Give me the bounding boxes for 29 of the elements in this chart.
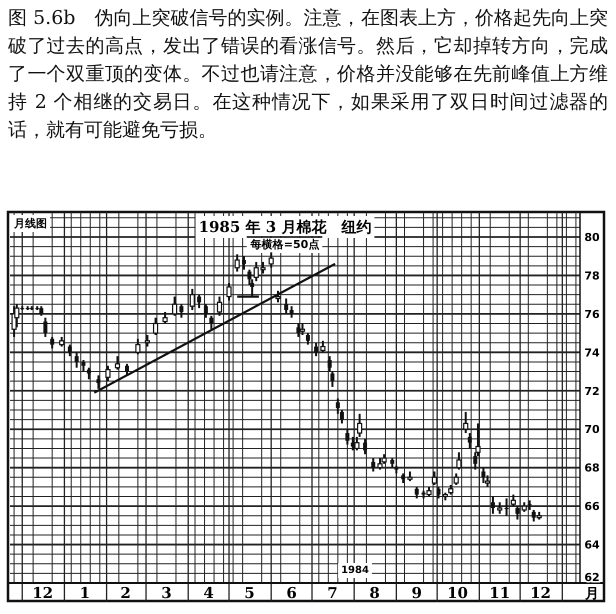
x-tick-label: 10	[447, 584, 468, 602]
x-tick-label: 1	[80, 584, 90, 602]
x-tick-label: 11	[489, 584, 510, 602]
y-tick-label: 68	[584, 462, 600, 475]
text: 1985 年 3 月棉花 纽约	[198, 218, 372, 236]
annotation: 1984	[341, 565, 369, 576]
x-tick-label: 12	[530, 584, 551, 602]
chart-title: 图 5.6b 伪向上突破信号的实例。注意，在图表上方，价格起先向上突破了过去的高点，发出了错误的看涨信号。然后，它却掉转方向，完成了一个双重顶的变体。不过也请注意，价格并没能够在先前峰值上方维持 2 个相继的交易日。在这种情况下，如果采用了双日时间过滤器的话，就有可能避免亏损。	[8, 6, 608, 143]
x-tick-label: 7	[327, 584, 338, 602]
x-tick-label: 12	[32, 584, 54, 602]
x-axis-title: 月	[584, 586, 599, 602]
y-tick-label: 64	[584, 538, 600, 552]
y-tick-label: 74	[584, 346, 600, 360]
x-tick-label: 9	[412, 584, 422, 602]
x-tick-label: 6	[286, 584, 297, 602]
y-tick-label: 62	[584, 571, 600, 584]
x-tick-label: 5	[244, 584, 255, 602]
y-tick-label: 76	[584, 308, 600, 321]
x-tick-label: 2	[120, 584, 131, 602]
annotation: 每横格=50点	[250, 238, 320, 251]
x-tick-label: 8	[369, 584, 380, 602]
x-tick-label: 3	[161, 584, 172, 602]
y-tick-label: 72	[584, 384, 600, 398]
annotation: 月线图	[13, 217, 47, 230]
y-tick-label: 78	[584, 269, 600, 282]
y-tick-label: 80	[584, 230, 600, 244]
y-tick-label: 70	[584, 423, 600, 436]
x-tick-label: 4	[203, 584, 214, 602]
y-tick-label: 66	[584, 500, 600, 514]
